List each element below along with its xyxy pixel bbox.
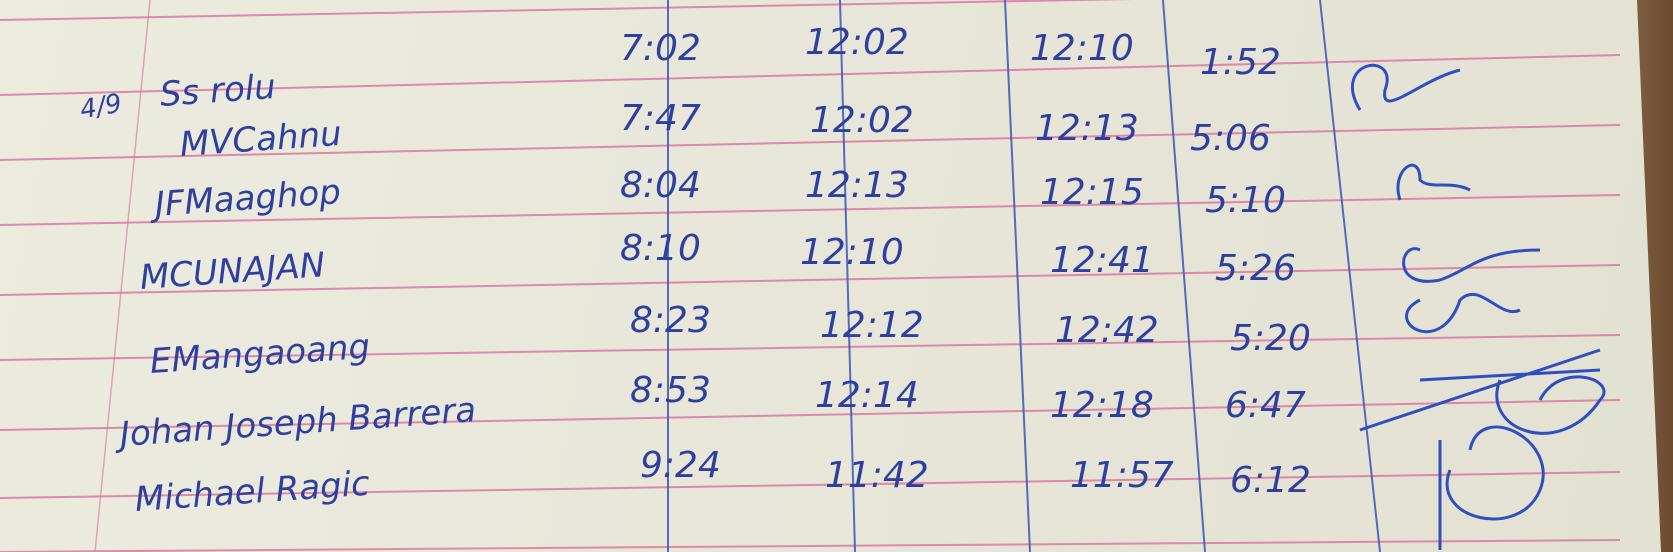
time-in: 7:47 [620,98,701,139]
rule-line [0,334,1621,361]
column-line [1162,0,1206,552]
time-out: 6:12 [1230,460,1311,501]
lunch-out: 12:12 [820,305,924,346]
employee-name: Ss rolu [158,66,278,115]
lunch-out: 12:02 [810,100,914,141]
rule-line [0,471,1621,499]
signature [1351,63,1461,111]
lunch-in: 11:57 [1070,455,1174,496]
signatures [1351,63,1606,550]
lunch-out: 12:02 [805,22,909,63]
margin-line [94,0,151,552]
time-out: 5:10 [1205,180,1286,221]
rule-line [0,124,1621,161]
signature [1396,163,1471,201]
lunch-out: 11:42 [825,455,929,496]
time-out: 5:06 [1190,118,1271,159]
lunch-out: 12:10 [800,232,904,273]
lunch-in: 12:13 [1035,108,1139,149]
time-in: 7:02 [620,28,701,69]
lunch-in: 12:10 [1030,28,1134,69]
column-line [839,0,856,552]
rule-line [0,54,1621,96]
lunch-in: 12:18 [1050,385,1154,426]
signature [1402,247,1541,333]
time-out: 1:52 [1200,42,1281,83]
lunch-in: 12:15 [1040,172,1144,213]
lunch-out: 12:14 [815,375,919,416]
time-out: 6:47 [1225,385,1306,426]
column-line [1319,0,1381,552]
rule-line [0,0,1135,21]
rule-line [0,539,1621,552]
time-in: 8:04 [620,165,701,206]
rule-line [0,399,1621,431]
time-in: 9:24 [640,445,721,486]
column-line [1004,0,1031,552]
time-in: 8:10 [620,228,701,269]
signature [1438,425,1545,550]
time-in: 8:53 [630,370,711,411]
time-in: 8:23 [630,300,711,341]
lunch-out: 12:13 [805,165,909,206]
signature [1359,348,1606,435]
rule-line [0,194,1621,226]
lunch-in: 12:42 [1055,310,1159,351]
time-out: 5:26 [1215,248,1296,289]
lunch-in: 12:41 [1050,240,1154,281]
time-out: 5:20 [1230,318,1311,359]
